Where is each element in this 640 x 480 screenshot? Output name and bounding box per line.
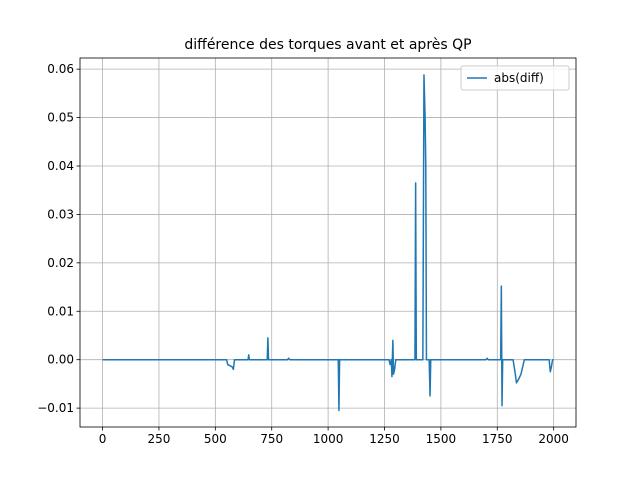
line <box>102 74 554 412</box>
legend-label: abs(diff) <box>494 71 544 85</box>
y-tick-label: 0.03 <box>47 207 74 221</box>
y-tick-label: 0.05 <box>47 111 74 125</box>
legend-box <box>460 65 570 91</box>
x-tick-label: 250 <box>147 432 170 446</box>
y-tick-label: 0.06 <box>47 62 74 76</box>
y-tick-label: 0.01 <box>47 304 74 318</box>
axes-frame <box>79 57 577 428</box>
x-tick-label: 1750 <box>482 432 513 446</box>
x-tick-label: 1000 <box>313 432 344 446</box>
x-tick-label: 1250 <box>369 432 400 446</box>
y-tick-label: 0.02 <box>47 256 74 270</box>
x-tick-label: 2000 <box>538 432 569 446</box>
x-tick-label: 500 <box>204 432 227 446</box>
y-tick-label: −0.01 <box>37 401 74 415</box>
y-tick-label: 0.04 <box>47 159 74 173</box>
x-tick-label: 1500 <box>426 432 457 446</box>
x-tick-label: 0 <box>99 432 107 446</box>
chart-title: différence des torques avant et après QP <box>184 37 471 53</box>
y-tick-label: 0.00 <box>47 353 74 367</box>
x-tick-label: 750 <box>260 432 283 446</box>
